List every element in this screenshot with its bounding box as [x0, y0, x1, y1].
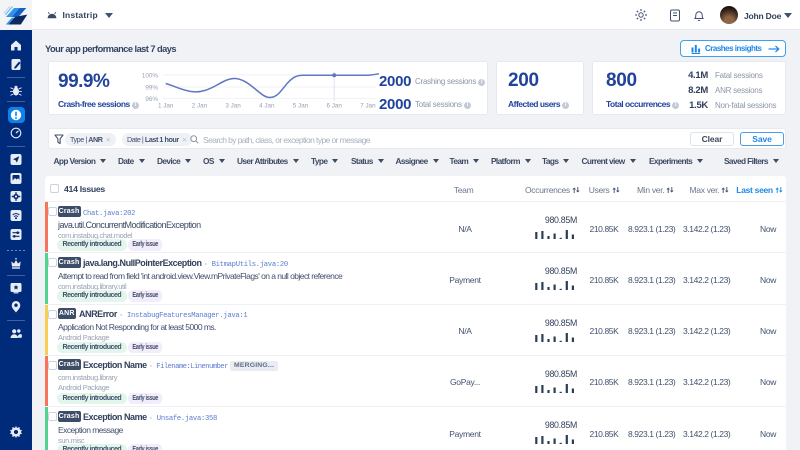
svg-text:96%: 96% — [145, 96, 158, 103]
svg-text:1 Jan: 1 Jan — [158, 103, 174, 110]
svg-text:3 Jan: 3 Jan — [225, 103, 241, 110]
svg-text:4 Jan: 4 Jan — [259, 103, 275, 110]
svg-text:5 Jan: 5 Jan — [293, 103, 309, 110]
svg-text:7 Jan: 7 Jan — [360, 103, 376, 110]
svg-text:6 Jan: 6 Jan — [326, 103, 342, 110]
svg-text:2 Jan: 2 Jan — [192, 103, 208, 110]
svg-text:99%: 99% — [145, 84, 158, 91]
svg-text:100%: 100% — [142, 72, 159, 79]
